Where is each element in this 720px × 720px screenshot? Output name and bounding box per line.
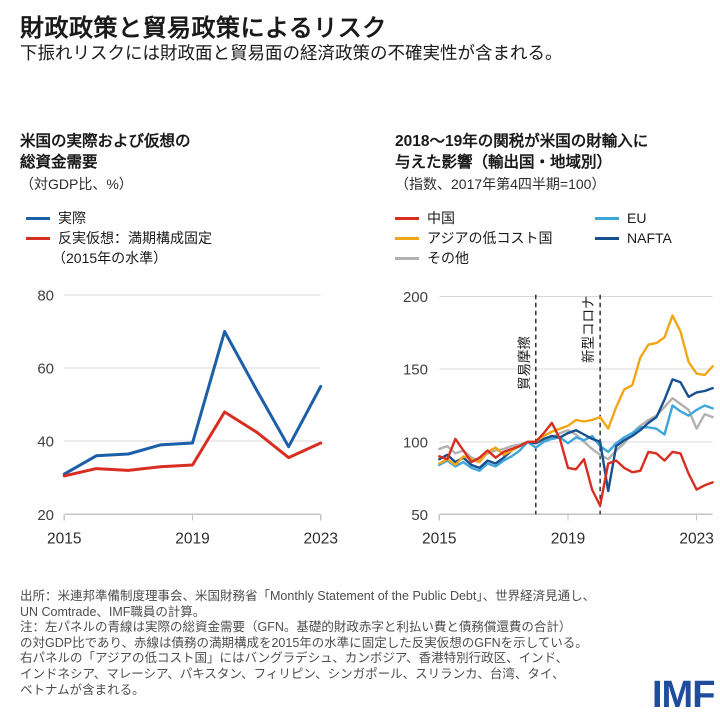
note-line: 右パネルの「アジアの低コスト国」にはバングラデシュ、カンボジア、香港特別行政区、… [20,651,569,666]
event-vline-label: 新型コロナ [581,296,596,364]
y-axis-tick-label: 20 [37,507,54,524]
event-vline-label: 貿易摩擦 [516,336,532,390]
china-line-swatch [395,216,419,220]
figure-title: 財政政策と貿易政策によるリスク [20,15,387,42]
legend-item-other: その他 [395,248,595,268]
y-axis-tick-label: 200 [403,289,428,306]
note-line: インドネシア、マレーシア、パキスタン、フィリピン、シンガポール、スリランカ、台湾… [20,666,565,681]
right-chart-legend: 中国 アジアの低コスト国 その他 EU NAFTA [395,208,672,268]
left-panel-header: 米国の実際および仮想の 総資金需要 （対GDP比、%） [20,131,191,194]
legend-item-counterfactual: 反実仮想：満期構成固定 [26,228,212,248]
right-chart-series-EU [438,404,714,472]
actual-line-swatch [26,216,50,220]
x-axis-tick-label: 2015 [422,530,456,547]
right-legend-column-1: 中国 アジアの低コスト国 その他 [395,208,595,268]
x-axis-tick-label: 2023 [303,530,337,547]
right-chart-series-アジアの低コスト国 [438,314,714,467]
asia-lcc-line-swatch [395,236,419,240]
note-line: 注：左パネルの青線は実際の総資金需要（GFN。基礎的財政赤字と利払い費と債務償還… [20,620,572,635]
legend-item-actual: 実際 [26,208,212,228]
legend-item-asia-lcc: アジアの低コスト国 [395,228,595,248]
eu-line-swatch [595,216,619,220]
x-axis-tick-label: 2019 [175,530,209,547]
left-chart-series-反実仮想：満期構成固定（2015年の水準） [62,410,323,478]
y-axis-tick-label: 60 [37,361,54,378]
counterfactual-line-swatch [26,236,50,240]
left-panel-unit: （対GDP比、%） [20,176,133,192]
right-chart: 50 100 150 200 2015 2019 2023 貿易摩擦 新型コロナ [403,289,714,547]
imf-logo: IMF [652,674,715,716]
right-chart-series-NAFTA [438,378,714,493]
x-axis-tick-label: 2015 [47,530,81,547]
y-axis-tick-label: 40 [37,434,54,451]
note-line: ベトナムが含まれる。 [20,682,145,697]
left-chart-legend: 実際 反実仮想：満期構成固定 （2015年の水準） [26,208,212,268]
x-axis-tick-label: 2023 [679,530,713,547]
right-legend-column-2: EU NAFTA [595,208,672,268]
left-panel-title: 米国の実際および仮想の 総資金需要 [20,133,191,171]
legend-item-eu: EU [595,208,672,228]
nafta-line-swatch [595,236,619,240]
right-panel-unit: （指数、2017年第4四半期=100） [395,176,606,192]
source-line: 出所：米連邦準備制度理事会、米国財務省「Monthly Statement of… [20,589,596,603]
legend-item-china: 中国 [395,208,595,228]
right-chart-series-中国 [438,421,714,507]
legend-item-counterfactual-line2: （2015年の水準） [52,250,168,266]
source-notes: 出所：米連邦準備制度理事会、米国財務省「Monthly Statement of… [20,589,710,698]
y-axis-tick-label: 150 [403,362,428,379]
other-line-swatch [395,256,419,260]
y-axis-tick-label: 80 [37,288,54,305]
note-line: の対GDP比であり、赤線は債務の満期構成を2015年の水準に固定した反実仮想のG… [20,635,588,650]
source-line: UN Comtrade、IMF職員の計算。 [20,604,206,619]
figure-subtitle: 下振れリスクには財政面と貿易面の経済政策の不確実性が含まれる。 [20,43,563,63]
y-axis-tick-label: 50 [411,507,428,524]
right-panel-header: 2018〜19年の関税が米国の財輸入に 与えた影響（輸出国・地域別） （指数、2… [395,131,648,194]
y-axis-tick-label: 100 [403,434,428,451]
left-chart: 20 40 60 80 2015 2019 2023 [37,288,338,548]
x-axis-tick-label: 2019 [551,530,585,547]
right-panel-title: 2018〜19年の関税が米国の財輸入に 与えた影響（輸出国・地域別） [395,133,649,171]
left-chart-series-実際 [62,330,323,476]
legend-item-nafta: NAFTA [595,228,672,248]
